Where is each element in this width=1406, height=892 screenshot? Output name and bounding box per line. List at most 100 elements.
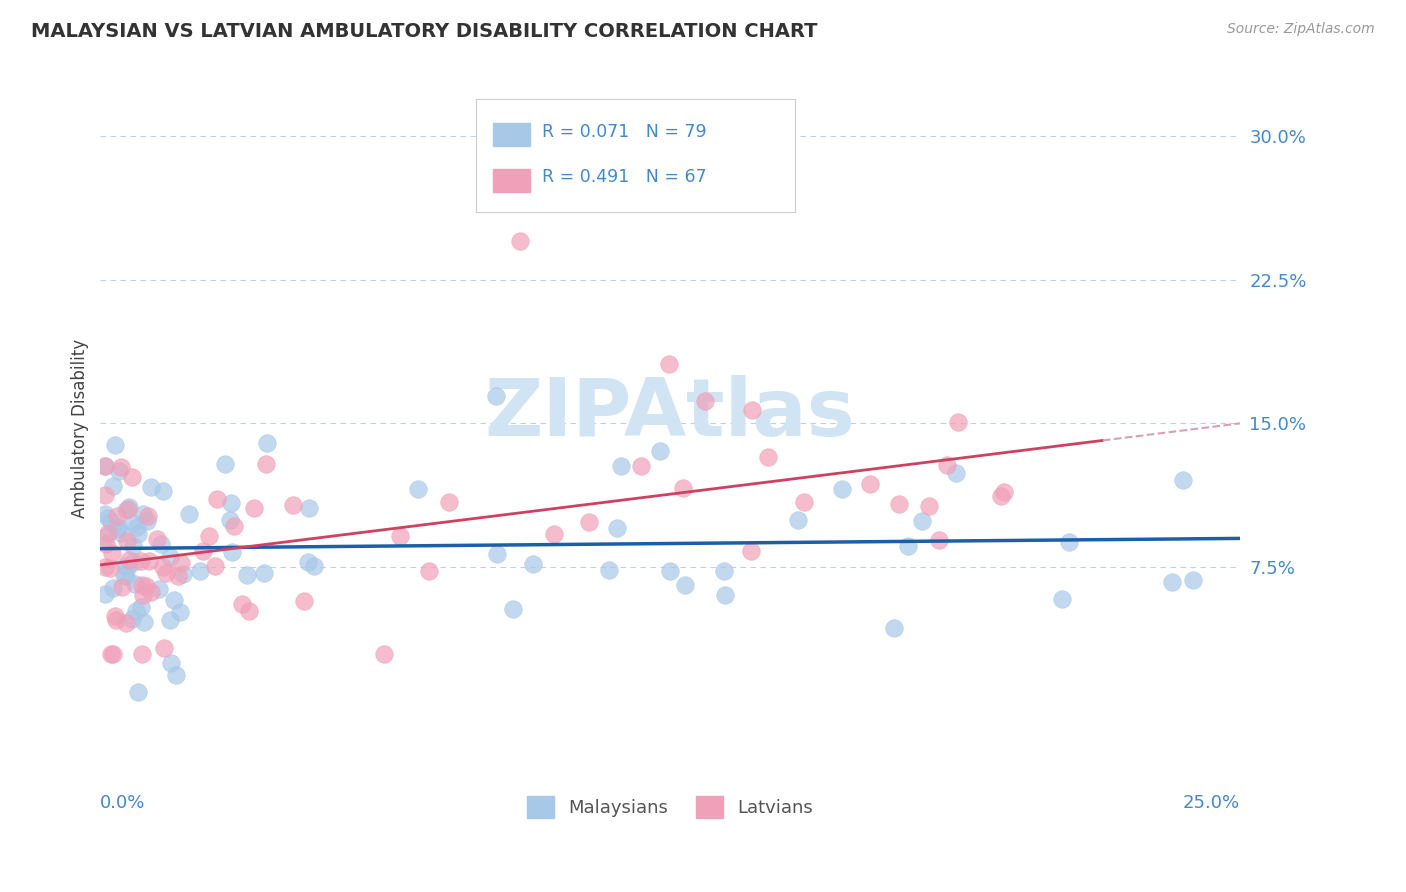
- Point: [302, 558, 325, 573]
- Point: [389, 529, 412, 543]
- Point: [883, 621, 905, 635]
- Point: [740, 544, 762, 558]
- Point: [897, 539, 920, 553]
- Point: [831, 482, 853, 496]
- Point: [135, 579, 157, 593]
- Point: [165, 668, 187, 682]
- Point: [298, 501, 321, 516]
- Point: [292, 594, 315, 608]
- Point: [169, 605, 191, 619]
- Point: [935, 458, 957, 472]
- Point: [221, 496, 243, 510]
- Point: [1171, 473, 1194, 487]
- Point: [122, 539, 145, 553]
- Point: [153, 641, 176, 656]
- Point: [859, 477, 882, 491]
- Point: [94, 488, 117, 502]
- Text: Source: ZipAtlas.com: Source: ZipAtlas.com: [1227, 22, 1375, 37]
- Point: [101, 546, 124, 560]
- Point: [127, 685, 149, 699]
- Point: [148, 582, 170, 596]
- Point: [124, 576, 146, 591]
- Point: [107, 522, 129, 536]
- Point: [485, 547, 508, 561]
- Text: R = 0.071   N = 79: R = 0.071 N = 79: [543, 123, 707, 141]
- Point: [221, 545, 243, 559]
- Point: [122, 555, 145, 569]
- Point: [155, 566, 177, 581]
- Point: [121, 470, 143, 484]
- Text: MALAYSIAN VS LATVIAN AMBULATORY DISABILITY CORRELATION CHART: MALAYSIAN VS LATVIAN AMBULATORY DISABILI…: [31, 22, 817, 41]
- Point: [485, 389, 508, 403]
- Point: [1161, 574, 1184, 589]
- Point: [131, 588, 153, 602]
- Point: [114, 559, 136, 574]
- Point: [169, 556, 191, 570]
- Point: [543, 527, 565, 541]
- Point: [103, 581, 125, 595]
- Point: [105, 508, 128, 523]
- Point: [928, 533, 950, 547]
- Text: ZIPAtlas: ZIPAtlas: [485, 375, 855, 453]
- Point: [111, 580, 134, 594]
- Text: R = 0.491   N = 67: R = 0.491 N = 67: [543, 168, 707, 186]
- Point: [243, 500, 266, 515]
- Point: [100, 647, 122, 661]
- Point: [135, 515, 157, 529]
- Point: [97, 525, 120, 540]
- Point: [172, 567, 194, 582]
- Point: [112, 568, 135, 582]
- Point: [141, 585, 163, 599]
- Point: [131, 553, 153, 567]
- Point: [129, 599, 152, 614]
- Point: [94, 537, 117, 551]
- Point: [1050, 592, 1073, 607]
- Point: [152, 559, 174, 574]
- Point: [115, 533, 138, 548]
- Point: [256, 435, 278, 450]
- Point: [231, 597, 253, 611]
- Point: [97, 510, 120, 524]
- Point: [159, 549, 181, 564]
- Point: [193, 543, 215, 558]
- Point: [104, 438, 127, 452]
- Point: [149, 537, 172, 551]
- Point: [222, 519, 245, 533]
- Point: [946, 415, 969, 429]
- Point: [918, 499, 941, 513]
- Point: [127, 526, 149, 541]
- Point: [672, 481, 695, 495]
- Point: [103, 647, 125, 661]
- Point: [152, 484, 174, 499]
- Point: [990, 489, 1012, 503]
- Point: [121, 611, 143, 625]
- Point: [502, 602, 524, 616]
- Point: [94, 587, 117, 601]
- Point: [650, 444, 672, 458]
- Point: [741, 402, 763, 417]
- Point: [98, 561, 121, 575]
- Point: [509, 234, 531, 248]
- Point: [108, 464, 131, 478]
- Point: [114, 503, 136, 517]
- Point: [522, 558, 544, 572]
- Point: [238, 604, 260, 618]
- Point: [630, 458, 652, 473]
- Point: [945, 466, 967, 480]
- Point: [408, 483, 430, 497]
- Point: [115, 561, 138, 575]
- Point: [131, 647, 153, 661]
- Point: [598, 563, 620, 577]
- Point: [578, 515, 600, 529]
- Point: [131, 577, 153, 591]
- Point: [204, 559, 226, 574]
- Point: [114, 615, 136, 630]
- Point: [793, 495, 815, 509]
- Point: [163, 592, 186, 607]
- Point: [94, 560, 117, 574]
- Point: [118, 500, 141, 514]
- Point: [101, 479, 124, 493]
- Point: [146, 533, 169, 547]
- Point: [1182, 573, 1205, 587]
- Point: [606, 520, 628, 534]
